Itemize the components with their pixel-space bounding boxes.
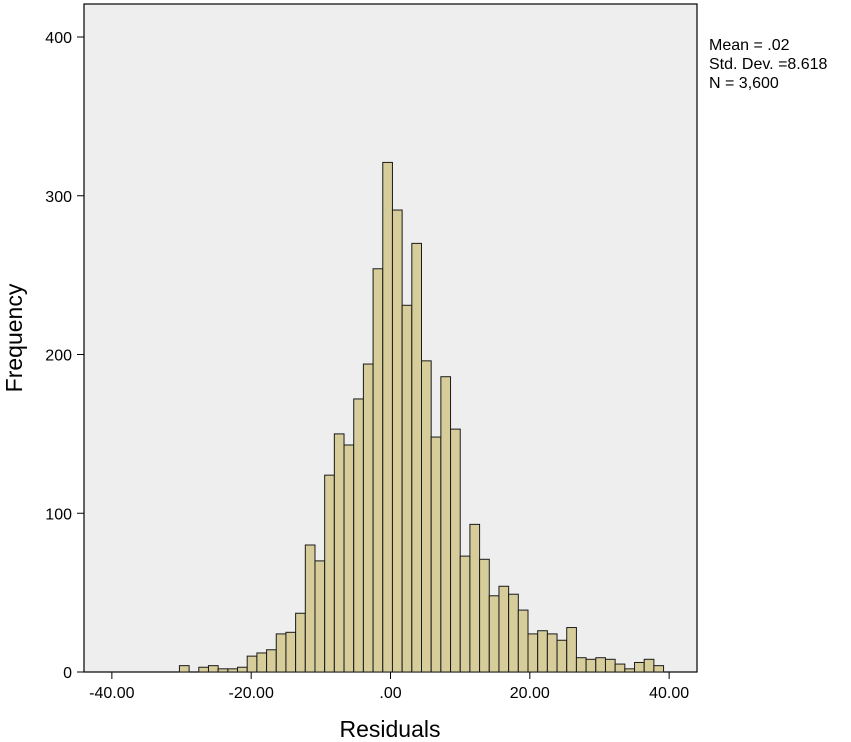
histogram-bar	[430, 436, 442, 673]
x-axis-title: Residuals	[340, 716, 441, 742]
histogram-bar	[566, 627, 577, 673]
histogram-bar	[372, 268, 384, 673]
histogram-bar	[517, 609, 529, 673]
histogram-bar	[546, 633, 558, 673]
y-tick-label: 200	[45, 348, 72, 365]
histogram-bar	[266, 649, 277, 673]
histogram-bar	[304, 544, 316, 673]
histogram-bar	[634, 661, 645, 673]
histogram-bar	[237, 666, 248, 673]
y-axis: 0 100 200 300 400	[45, 30, 84, 682]
histogram-bar	[391, 209, 403, 673]
stat-mean: Mean = .02	[709, 37, 790, 54]
x-tick-label: -40.00	[89, 685, 134, 702]
histogram-bar	[343, 444, 355, 673]
histogram-bar	[314, 560, 326, 673]
stat-std-dev: Std. Dev. =8.618	[709, 56, 828, 73]
x-axis: -40.00 -20.00 .00 20.00 40.00	[89, 672, 689, 702]
histogram-bar	[595, 657, 606, 673]
histogram-bar	[362, 363, 374, 673]
y-tick-label: 0	[63, 665, 72, 682]
y-tick-label: 400	[45, 30, 72, 47]
histogram-bar	[227, 668, 239, 673]
histogram-bar	[575, 657, 587, 673]
histogram-bar	[440, 376, 452, 673]
histogram-bar	[527, 633, 539, 673]
histogram-bar	[246, 655, 258, 673]
stat-n: N = 3,600	[709, 75, 779, 92]
statistics-box: Mean = .02 Std. Dev. =8.618 N = 3,600	[709, 36, 827, 93]
histogram-bar	[324, 474, 335, 673]
histogram-bar	[537, 630, 548, 673]
histogram-bar	[256, 652, 268, 673]
x-tick-label: -20.00	[228, 685, 273, 702]
histogram-bar	[585, 658, 597, 673]
histogram-bar	[450, 428, 461, 673]
histogram-bar	[207, 665, 219, 673]
histogram-bar	[275, 633, 287, 673]
histogram-bar	[285, 631, 297, 673]
x-tick-label: 20.00	[510, 685, 550, 702]
y-axis-title: Frequency	[1, 283, 27, 392]
histogram-bar	[604, 658, 616, 673]
histogram-bar	[498, 585, 510, 673]
histogram-bar	[411, 242, 423, 673]
histogram-bar	[479, 558, 490, 673]
histogram-bar	[401, 304, 413, 673]
histogram-bar	[556, 639, 568, 673]
histogram-bar	[333, 433, 345, 673]
x-tick-label: 40.00	[649, 685, 689, 702]
histogram-bar	[488, 595, 500, 673]
histogram-bar	[643, 658, 655, 673]
y-tick-label: 100	[45, 506, 72, 523]
y-tick-label: 300	[45, 189, 72, 206]
x-tick-label: .00	[379, 685, 401, 702]
histogram-bar	[469, 523, 481, 673]
histogram-bar	[624, 668, 636, 673]
histogram-bar	[614, 663, 626, 673]
histogram-bar	[178, 665, 190, 673]
histogram-bar	[295, 612, 306, 673]
histogram-bar	[459, 555, 471, 673]
histogram-bar	[198, 666, 209, 673]
histogram-bar	[421, 360, 432, 673]
histogram-bar	[653, 665, 665, 673]
histogram-bar	[353, 398, 364, 673]
histogram-bar	[217, 668, 229, 673]
histogram-bars	[178, 161, 665, 673]
histogram-bar	[508, 593, 519, 673]
histogram-bar	[382, 161, 393, 673]
